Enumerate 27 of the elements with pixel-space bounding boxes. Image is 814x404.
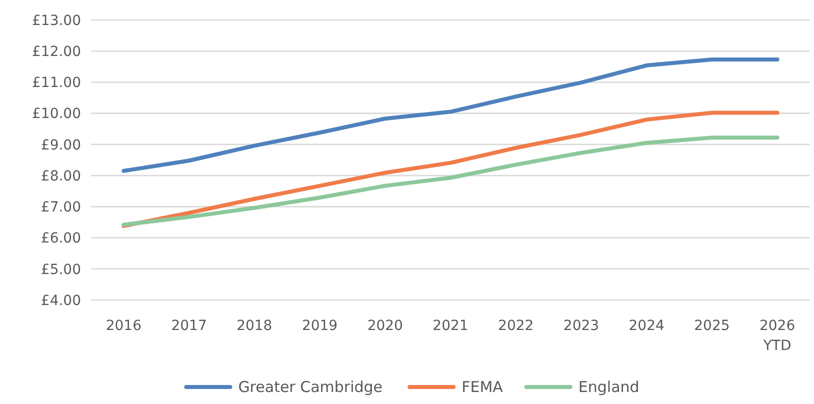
x-tick-label: 2016: [106, 318, 142, 334]
y-tick-label: £4.00: [40, 292, 81, 309]
y-tick-label: £6.00: [40, 230, 81, 247]
y-tick-label: £13.00: [32, 12, 81, 29]
x-tick-label: 2024: [628, 318, 664, 334]
x-tick-label: 2018: [236, 318, 272, 334]
x-tick-label: 2025: [694, 318, 730, 334]
y-tick-label: £7.00: [40, 200, 81, 216]
legend-label: FEMA: [462, 378, 504, 396]
y-tick-label: £8.00: [40, 168, 81, 184]
x-tick-label: 2021: [432, 318, 468, 334]
line-series: [122, 58, 780, 173]
x-tick-label: 2019: [302, 318, 338, 334]
line-series: [122, 110, 780, 228]
y-tick-label: £5.00: [40, 262, 81, 278]
y-tick-label: £11.00: [32, 75, 81, 92]
y-tick-label: £9.00: [40, 137, 81, 154]
x-tick-label: 2023: [563, 318, 600, 334]
x-tick-label: 2017: [171, 318, 207, 334]
y-tick-label: £10.00: [32, 106, 81, 122]
x-tick-label: 2020: [367, 318, 403, 334]
y-tick-label: £12.00: [32, 44, 81, 60]
x-tick-label: 2022: [498, 318, 534, 334]
line-series: [122, 136, 780, 227]
x-tick-label: 2026 YTD: [760, 318, 796, 354]
legend-label: England: [578, 378, 640, 396]
legend-label: Greater Cambridge: [238, 378, 383, 396]
